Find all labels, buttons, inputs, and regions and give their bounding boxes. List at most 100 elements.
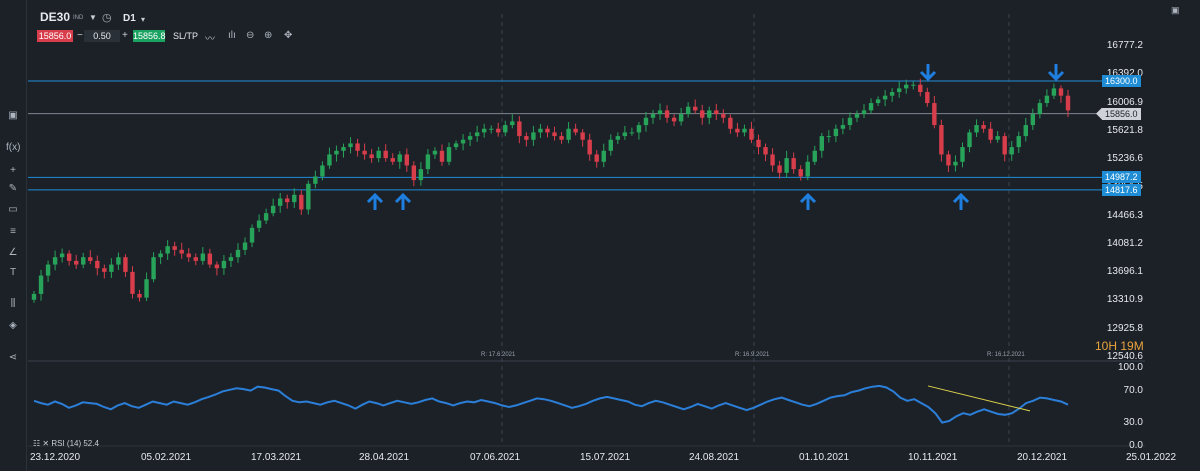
candle-body — [228, 257, 234, 261]
candle-body — [594, 154, 599, 162]
angle-icon[interactable]: ∠ — [8, 247, 18, 258]
settings-icon[interactable]: ☷ ✕ — [33, 439, 50, 448]
candle-body — [221, 260, 227, 269]
candle-body — [601, 150, 606, 162]
candle-body — [66, 253, 72, 261]
date-tick: 25.01.2022 — [1126, 452, 1177, 463]
candle-body — [847, 117, 853, 126]
quantity-field[interactable]: 0.50 — [84, 30, 120, 42]
candle-body — [1016, 136, 1021, 148]
candle-body — [474, 132, 480, 137]
candle-body — [650, 114, 656, 118]
candle-body — [496, 128, 501, 133]
price-level-badge[interactable]: 14987.2 — [1102, 171, 1141, 184]
rollover-label: R: 17.6.2021 — [481, 352, 516, 358]
candle-body — [277, 198, 283, 206]
candle-body — [742, 128, 747, 133]
price-tick: 16392.0 — [1106, 68, 1143, 80]
decrease-qty-button[interactable]: − — [77, 30, 83, 41]
price-tick: 14081.2 — [1106, 237, 1143, 249]
candle-body — [186, 253, 191, 258]
candle-body — [362, 150, 367, 155]
crosshair-tool-icon[interactable]: + — [10, 165, 16, 176]
candle-body — [587, 139, 592, 155]
date-tick: 23.12.2020 — [30, 452, 81, 463]
share-icon[interactable]: ⋖ — [8, 352, 18, 363]
sltp-button[interactable]: SL/TP — [173, 31, 199, 41]
price-level-badge[interactable]: 14817.6 — [1102, 183, 1141, 196]
candle-body — [242, 242, 248, 250]
function-icon[interactable]: f(x) — [6, 142, 21, 153]
candle-body — [749, 128, 754, 140]
price-tick: 13310.9 — [1106, 294, 1143, 306]
candle-body — [819, 136, 825, 151]
crosshair-icon[interactable]: ✥ — [284, 30, 293, 41]
candle-body — [911, 84, 916, 86]
candle-body — [517, 121, 522, 137]
candle-body — [348, 143, 353, 148]
chevron-down-icon[interactable]: ▾ — [141, 15, 146, 24]
candle-body — [144, 279, 149, 298]
candle-body — [1037, 103, 1043, 115]
candle-body — [1023, 125, 1028, 137]
candle-body — [875, 99, 881, 104]
candle-body — [432, 150, 438, 155]
candle-body — [854, 114, 860, 118]
price-level-badge[interactable]: 16300.0 — [1102, 75, 1141, 88]
sell-price-button[interactable]: 15856.0 — [37, 30, 73, 42]
candle-body — [334, 150, 339, 155]
rsi-axis-tick: 100.0 — [1117, 362, 1143, 373]
symbol-name[interactable]: DE30 — [40, 10, 71, 24]
candle-body — [939, 125, 944, 155]
rollover-label: R: 16.9.2021 — [735, 352, 770, 358]
up-arrow-marker — [799, 192, 817, 210]
clock-icon[interactable]: ◷ — [102, 12, 112, 24]
candle-body — [756, 139, 761, 148]
candle-body — [467, 136, 473, 140]
candle-body — [299, 194, 304, 210]
fibonacci-icon[interactable]: ≡ — [10, 226, 16, 237]
layout-icon[interactable]: ⫼ — [10, 298, 16, 309]
candle-body — [953, 161, 958, 166]
candle-body — [552, 132, 557, 137]
candle-body — [207, 253, 213, 265]
candle-body — [383, 150, 388, 159]
candle-body — [664, 110, 670, 118]
candle-body — [896, 88, 902, 93]
candle-body — [320, 165, 325, 177]
candle-body — [770, 154, 775, 166]
candle-body — [812, 150, 817, 162]
date-tick: 24.08.2021 — [689, 452, 740, 463]
pencil-icon[interactable]: ✎ — [8, 183, 18, 194]
zoom-out-icon[interactable]: ⊖ — [246, 30, 255, 41]
candle-body — [256, 220, 262, 228]
layers-icon[interactable]: ◈ — [9, 320, 17, 331]
rectangle-icon[interactable]: ▭ — [8, 204, 18, 215]
close-icon[interactable]: ▣ — [1171, 5, 1180, 15]
candle-body — [137, 293, 142, 298]
price-level-badge[interactable]: 15856.0 — [1102, 107, 1141, 120]
candle-body — [109, 264, 114, 272]
rsi-indicator-label[interactable]: ☷ ✕ RSI (14) 52.4 — [33, 439, 99, 448]
increase-qty-button[interactable]: + — [122, 30, 128, 41]
candle-body — [777, 165, 782, 173]
zoom-in-icon[interactable]: ⊕ — [264, 30, 273, 41]
candle-body — [904, 84, 909, 89]
line-chart-icon[interactable]: 〰 — [205, 34, 215, 45]
candle-body — [889, 92, 895, 96]
timeframe-selector[interactable]: D1 — [123, 13, 136, 24]
candle-body — [573, 128, 578, 133]
candle-body — [791, 158, 796, 170]
rollover-label: R: 16.12.2021 — [987, 352, 1025, 358]
rsi-trendline[interactable] — [927, 385, 1031, 412]
symbol-dropdown-icon[interactable]: ▼ — [89, 13, 97, 22]
text-icon[interactable]: T — [9, 267, 17, 278]
candle-body — [678, 114, 684, 122]
buy-price-button[interactable]: 15856.8 — [133, 30, 166, 42]
candle-body — [306, 183, 311, 210]
chart-icon[interactable]: ▣ — [8, 110, 18, 121]
candle-body — [826, 136, 832, 138]
indicators-icon[interactable]: ılı — [228, 30, 236, 41]
candle-body — [545, 128, 550, 133]
